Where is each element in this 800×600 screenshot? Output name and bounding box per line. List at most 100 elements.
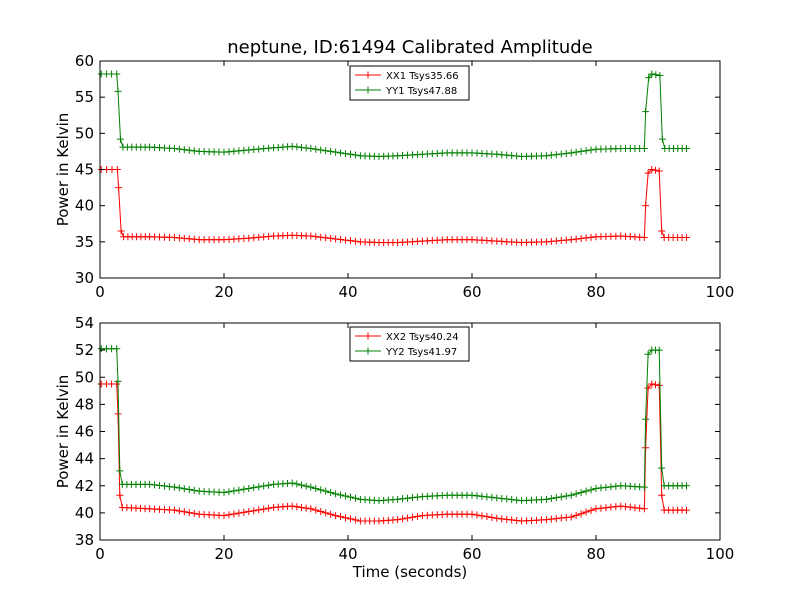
data-point <box>636 504 644 512</box>
data-point <box>180 508 188 516</box>
data-point <box>478 512 486 520</box>
data-point <box>185 486 193 494</box>
data-point <box>683 482 691 490</box>
data-point <box>562 513 570 521</box>
data-point <box>567 149 575 157</box>
data-point <box>307 483 315 491</box>
data-point <box>332 490 340 498</box>
data-point <box>468 491 476 499</box>
data-point <box>493 494 501 502</box>
y-tick-label: 45 <box>75 161 94 179</box>
data-point <box>547 494 555 502</box>
data-point <box>170 483 178 491</box>
data-point <box>552 515 560 523</box>
data-point <box>642 202 650 210</box>
data-point <box>351 516 359 524</box>
data-point <box>327 234 335 242</box>
data-point <box>312 484 320 492</box>
data-point <box>265 504 273 512</box>
data-point <box>260 482 268 490</box>
data-point <box>185 146 193 154</box>
data-point <box>160 482 168 490</box>
data-point <box>408 513 416 521</box>
data-point <box>307 232 315 240</box>
data-point <box>503 515 511 523</box>
data-point <box>220 512 228 520</box>
data-point <box>230 510 238 518</box>
data-point <box>577 147 585 155</box>
data-point <box>644 350 652 358</box>
data-point <box>562 149 570 157</box>
data-point <box>645 74 653 82</box>
data-point <box>582 508 590 516</box>
data-point <box>307 505 315 513</box>
data-point <box>175 507 183 515</box>
data-point <box>351 494 359 502</box>
data-point <box>114 410 122 418</box>
data-point <box>317 233 325 241</box>
data-point <box>342 150 350 158</box>
data-point <box>170 145 178 153</box>
bottom-plot: 0 20 40 60 80 100 38 40 42 44 46 48 50 52 54 Power in K… <box>54 314 734 581</box>
data-point <box>572 490 580 498</box>
data-point <box>327 147 335 155</box>
data-point <box>399 495 407 503</box>
data-point <box>113 345 121 353</box>
y-axis-label: Power in Kelvin <box>54 375 72 489</box>
data-point <box>337 149 345 157</box>
data-point <box>342 514 350 522</box>
data-point <box>351 237 359 245</box>
legend-label: YY1 Tsys47.88 <box>385 86 457 97</box>
data-point <box>260 505 268 513</box>
data-point <box>658 464 666 472</box>
y-tick-label: 40 <box>75 197 94 215</box>
data-point <box>312 233 320 241</box>
data-point <box>175 484 183 492</box>
data-point <box>245 508 253 516</box>
data-point <box>557 150 565 158</box>
data-point <box>185 509 193 517</box>
data-point <box>332 148 340 156</box>
data-point <box>322 147 330 155</box>
data-point <box>587 146 595 154</box>
legend-box <box>349 65 470 101</box>
data-point <box>288 502 296 510</box>
series-1 <box>97 380 691 525</box>
y-tick-label: 60 <box>75 52 94 70</box>
legend: XX1 Tsys35.66 YY1 Tsys47.88 <box>349 65 470 101</box>
data-point <box>582 147 590 155</box>
data-point <box>288 142 296 150</box>
y-axis-label: Power in Kelvin <box>54 113 72 227</box>
x-tick-label: 40 <box>338 283 357 301</box>
data-point <box>146 480 154 488</box>
data-point <box>113 70 121 78</box>
data-point <box>547 151 555 159</box>
data-point <box>577 510 585 518</box>
data-point <box>116 491 124 499</box>
data-point <box>473 492 481 500</box>
series-2 <box>97 345 691 505</box>
data-point <box>116 135 124 143</box>
legend-marker <box>364 347 372 355</box>
data-point <box>648 70 656 78</box>
legend-marker <box>364 86 372 94</box>
x-tick-label: 20 <box>214 545 233 563</box>
data-point <box>683 506 691 514</box>
data-point <box>265 481 273 489</box>
legend: XX2 Tsys40.24 YY2 Tsys41.97 <box>349 326 470 362</box>
data-point <box>542 152 550 160</box>
data-point <box>582 234 590 242</box>
data-point <box>587 506 595 514</box>
data-point <box>652 166 660 174</box>
data-point <box>503 495 511 503</box>
data-point <box>190 486 198 494</box>
data-point <box>115 184 123 192</box>
data-point <box>230 487 238 495</box>
data-point <box>240 508 248 516</box>
data-point <box>648 380 656 388</box>
data-point <box>151 481 159 489</box>
x-axis-label: Time (seconds) <box>352 563 468 581</box>
y-tick-label: 42 <box>75 477 94 495</box>
data-point <box>293 480 301 488</box>
data-point <box>683 233 691 241</box>
